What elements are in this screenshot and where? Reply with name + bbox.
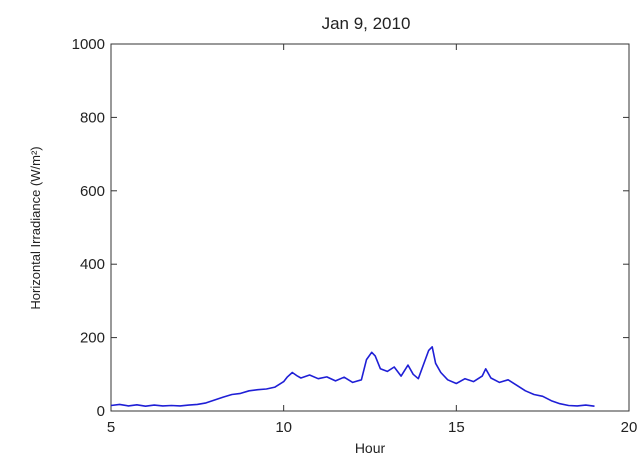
y-axis-label: Horizontal Irradiance (W/m²)	[28, 146, 43, 309]
x-tick-label: 5	[107, 419, 115, 436]
chart-title: Jan 9, 2010	[322, 14, 411, 33]
y-tick-label: 800	[80, 109, 105, 126]
y-tick-label: 0	[97, 403, 105, 420]
x-tick-label: 10	[275, 419, 292, 436]
axis-ticks	[110, 43, 630, 412]
plot-frame	[110, 43, 630, 412]
irradiance-series-line	[110, 346, 595, 407]
y-tick-label: 400	[80, 256, 105, 273]
x-tick-label: 20	[621, 419, 638, 436]
x-tick-label: 15	[448, 419, 465, 436]
y-tick-label: 200	[80, 330, 105, 347]
y-tick-label: 1000	[72, 36, 105, 53]
y-tick-label: 600	[80, 183, 105, 200]
x-axis-label: Hour	[355, 440, 386, 456]
